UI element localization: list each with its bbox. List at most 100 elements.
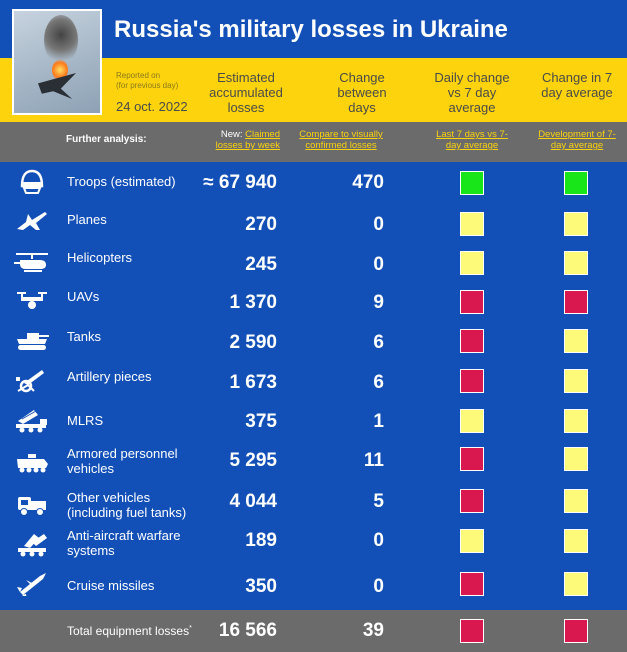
total-change: 39 (362, 620, 384, 641)
accumulated-value: 1 673 (229, 372, 277, 393)
row-label: Troops (estimated) (67, 174, 176, 189)
mlrs-icon (14, 407, 50, 433)
drone-icon (14, 287, 50, 313)
truck-icon (14, 492, 50, 518)
weekly-indicator (564, 329, 588, 353)
total-value: 16 566 (218, 620, 277, 641)
daily-indicator (460, 619, 484, 643)
table-row: Artillery pieces 1 673 6 (0, 361, 627, 401)
row-label: Tanks (67, 329, 101, 344)
report-date: 24 oct. 2022 (116, 99, 188, 114)
change-value: 1 (373, 411, 384, 432)
daily-indicator (460, 251, 484, 275)
smoke-icon (44, 15, 78, 65)
change-value: 9 (373, 292, 384, 313)
claimed-losses-link-text[interactable]: Claimed losses by week (215, 129, 280, 151)
weekly-indicator (564, 212, 588, 236)
weekly-indicator (564, 171, 588, 195)
row-label: MLRS (67, 413, 104, 428)
table-row: Armored personnel vehicles 5 295 11 (0, 443, 627, 483)
table-row: Helicopters 245 0 (0, 242, 627, 282)
table-row: MLRS 375 1 (0, 401, 627, 441)
total-row: Total equipment losses* 16 566 39 (0, 610, 627, 652)
table-row: Troops (estimated) ≈ 67 940 470 (0, 162, 627, 202)
table-row: Planes 270 0 (0, 202, 627, 242)
total-label-text: Total equipment losses (67, 624, 190, 638)
compare-confirmed-link-text[interactable]: Compare to visually confirmed losses (299, 129, 383, 151)
daily-indicator (460, 290, 484, 314)
accumulated-value: 5 295 (229, 450, 277, 471)
development-7day-link-text[interactable]: Development of 7-day average (538, 129, 616, 151)
weekly-indicator (564, 619, 588, 643)
accumulated-value: 375 (245, 411, 277, 432)
accumulated-value: ≈ 67 940 (203, 172, 277, 193)
change-value: 0 (373, 530, 384, 551)
change-value: 0 (373, 214, 384, 235)
development-7day-link[interactable]: Development of 7-day average (538, 129, 616, 151)
row-label: Artillery pieces (67, 369, 152, 384)
last-7-days-link-text[interactable]: Last 7 days vs 7-day average (436, 129, 508, 151)
weekly-indicator (564, 447, 588, 471)
weekly-indicator (564, 529, 588, 553)
row-label: Anti-aircraft warfare systems (67, 528, 181, 558)
daily-indicator (460, 447, 484, 471)
column-header-change: Change between days (337, 70, 387, 115)
accumulated-value: 189 (245, 530, 277, 551)
further-analysis-label: Further analysis: (66, 134, 147, 145)
total-label: Total equipment losses* (67, 624, 192, 638)
table-row: Cruise missiles 350 0 (0, 564, 627, 604)
change-value: 11 (363, 450, 384, 471)
daily-indicator (460, 329, 484, 353)
daily-indicator (460, 409, 484, 433)
header-title-band (0, 0, 627, 58)
tank-icon (14, 327, 50, 353)
column-header-accumulated: Estimated accumulated losses (209, 70, 283, 115)
total-footnote-marker: * (189, 625, 192, 632)
header: Russia's military losses in Ukraine Repo… (0, 0, 627, 122)
accumulated-value: 350 (245, 576, 277, 597)
weekly-indicator (564, 489, 588, 513)
header-photo (12, 9, 102, 115)
claimed-losses-link[interactable]: New: Claimed losses by week (202, 129, 280, 151)
change-value: 6 (373, 372, 384, 393)
page-title: Russia's military losses in Ukraine (114, 16, 508, 43)
row-label: Planes (67, 212, 107, 227)
accumulated-value: 4 044 (229, 491, 277, 512)
accumulated-value: 270 (245, 214, 277, 235)
missile-icon (14, 570, 50, 596)
daily-indicator (460, 489, 484, 513)
artillery-icon (14, 367, 50, 393)
compare-confirmed-link[interactable]: Compare to visually confirmed losses (294, 129, 388, 151)
helicopter-icon (14, 248, 50, 274)
change-value: 0 (373, 254, 384, 275)
change-value: 6 (373, 332, 384, 353)
reported-on-text: Reported on (116, 71, 161, 80)
weekly-indicator (564, 251, 588, 275)
row-label: Cruise missiles (67, 578, 155, 593)
column-header-7day-change: Change in 7 day average (541, 70, 613, 100)
daily-indicator (460, 529, 484, 553)
row-label: Other vehicles (including fuel tanks) (67, 490, 187, 520)
row-label: Armored personnel vehicles (67, 446, 178, 476)
daily-indicator (460, 212, 484, 236)
helmet-icon (14, 168, 50, 194)
last-7-days-link[interactable]: Last 7 days vs 7-day average (436, 129, 508, 151)
anti-aircraft-icon (14, 532, 50, 558)
weekly-indicator (564, 572, 588, 596)
reported-on-note: (for previous day) (116, 81, 179, 90)
accumulated-value: 2 590 (229, 332, 277, 353)
table-row: Tanks 2 590 6 (0, 321, 627, 361)
change-value: 5 (373, 491, 384, 512)
daily-indicator (460, 369, 484, 393)
further-analysis-bar: Further analysis: New: Claimed losses by… (0, 122, 627, 162)
table-row: Anti-aircraft warfare systems 189 0 (0, 526, 627, 566)
weekly-indicator (564, 290, 588, 314)
weekly-indicator (564, 409, 588, 433)
daily-indicator (460, 171, 484, 195)
row-label: Helicopters (67, 250, 133, 265)
header-column-band (0, 58, 627, 122)
column-header-daily-vs-average: Daily change vs 7 day average (434, 70, 510, 115)
jet-icon (14, 208, 50, 234)
reported-on-label: Reported on (for previous day) (116, 71, 178, 91)
weekly-indicator (564, 369, 588, 393)
